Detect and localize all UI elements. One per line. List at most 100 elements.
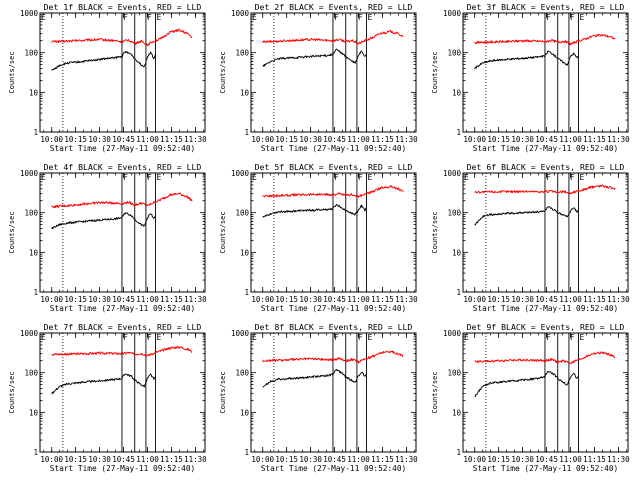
y-axis-label: Counts/sec <box>8 51 16 93</box>
plot-frame <box>462 332 629 453</box>
y-axis-label: Counts/sec <box>431 211 439 253</box>
y-tick-label: 1000 <box>20 169 39 178</box>
lld-series-line <box>474 33 616 46</box>
time-marker-label: E <box>368 333 373 342</box>
y-tick-label: 100 <box>447 49 461 58</box>
plot-frame <box>39 332 206 453</box>
y-axis-label: Counts/sec <box>8 211 16 253</box>
x-tick-label: 11:30 <box>395 295 418 304</box>
y-tick-label: 10 <box>452 248 462 257</box>
x-tick-label: 10:45 <box>112 295 135 304</box>
y-tick-label: 100 <box>235 209 249 218</box>
x-tick-label: 10:00 <box>251 135 274 144</box>
time-marker-label: F <box>147 333 152 342</box>
x-tick-label: 10:45 <box>535 135 558 144</box>
x-tick-label: 10:30 <box>511 455 534 464</box>
time-marker-label: E <box>464 13 469 22</box>
x-tick-label: 10:15 <box>275 135 298 144</box>
lld-series-line <box>262 185 404 199</box>
y-axis-label: Counts/sec <box>219 371 227 413</box>
x-tick-label: 10:00 <box>463 135 486 144</box>
panel-title: Det 1f BLACK = Events, RED = LLD <box>44 2 202 12</box>
x-axis-label: Start Time (27-May-11 09:52:40) <box>473 144 619 153</box>
time-marker-label: F <box>123 13 128 22</box>
y-tick-label: 10 <box>240 408 250 417</box>
x-tick-label: 11:15 <box>583 455 606 464</box>
time-marker-label: F <box>123 333 128 342</box>
x-tick-label: 10:00 <box>40 135 63 144</box>
x-tick-label: 11:30 <box>395 455 418 464</box>
time-marker-label: F <box>546 173 551 182</box>
x-axis-label: Start Time (27-May-11 09:52:40) <box>50 144 196 153</box>
detector-panel: Det 6f BLACK = Events, RED = LLD 1 10 100 10… <box>431 162 630 313</box>
x-tick-label: 10:45 <box>323 135 346 144</box>
events-series-line <box>474 206 579 226</box>
lld-series-line <box>474 351 616 364</box>
y-tick-label: 100 <box>447 369 461 378</box>
x-tick-label: 11:30 <box>395 135 418 144</box>
y-tick-label: 10 <box>452 88 462 97</box>
y-axis-label: Counts/sec <box>219 51 227 93</box>
time-marker-label: F <box>570 173 575 182</box>
time-marker-label: E <box>580 13 585 22</box>
plot-frame <box>250 12 417 133</box>
time-marker-label: F <box>147 173 152 182</box>
x-tick-label: 10:45 <box>535 455 558 464</box>
x-axis-label: Start Time (27-May-11 09:52:40) <box>261 304 407 313</box>
x-tick-label: 10:30 <box>511 295 534 304</box>
y-axis-label: Counts/sec <box>431 51 439 93</box>
x-tick-label: 10:15 <box>64 135 87 144</box>
time-marker-label: F <box>546 13 551 22</box>
lld-series-line <box>474 184 616 195</box>
x-tick-label: 10:15 <box>487 135 510 144</box>
events-series-line <box>262 203 367 218</box>
x-tick-label: 11:00 <box>559 135 582 144</box>
x-tick-label: 11:30 <box>607 295 630 304</box>
detector-panel: Det 7f BLACK = Events, RED = LLD 1 10 100 10… <box>8 322 207 473</box>
x-tick-label: 10:45 <box>112 135 135 144</box>
lld-series-line <box>51 28 193 47</box>
x-tick-label: 10:00 <box>251 455 274 464</box>
x-tick-label: 10:30 <box>88 455 111 464</box>
x-tick-label: 11:00 <box>136 295 159 304</box>
time-marker-label: F <box>358 13 363 22</box>
events-series-line <box>474 370 579 398</box>
x-tick-label: 10:45 <box>323 295 346 304</box>
detector-panel: Det 3f BLACK = Events, RED = LLD 1 10 100 10… <box>431 2 630 153</box>
time-marker-label: E <box>157 333 162 342</box>
x-tick-label: 10:30 <box>511 135 534 144</box>
y-tick-label: 1 <box>244 128 249 137</box>
y-tick-label: 100 <box>235 49 249 58</box>
events-series-line <box>51 373 156 395</box>
time-marker-label: E <box>580 333 585 342</box>
x-tick-label: 11:00 <box>559 295 582 304</box>
lld-series-line <box>262 29 404 45</box>
y-axis-label: Counts/sec <box>431 371 439 413</box>
y-tick-label: 1000 <box>20 9 39 18</box>
time-marker-label: F <box>570 333 575 342</box>
panel-title: Det 4f BLACK = Events, RED = LLD <box>44 162 202 172</box>
x-tick-label: 11:30 <box>184 455 207 464</box>
time-marker-label: F <box>147 13 152 22</box>
y-axis-label: Counts/sec <box>8 371 16 413</box>
x-tick-label: 10:15 <box>487 455 510 464</box>
x-axis-label: Start Time (27-May-11 09:52:40) <box>50 304 196 313</box>
time-marker-label: F <box>358 173 363 182</box>
time-marker-label: E <box>41 13 46 22</box>
time-marker-label: E <box>252 333 257 342</box>
x-tick-label: 11:15 <box>371 135 394 144</box>
time-marker-label: F <box>334 333 339 342</box>
y-tick-label: 10 <box>29 248 39 257</box>
panel-title: Det 9f BLACK = Events, RED = LLD <box>467 322 625 332</box>
plot-frame <box>39 12 206 133</box>
events-series-line <box>262 368 367 388</box>
panel-title: Det 5f BLACK = Events, RED = LLD <box>255 162 413 172</box>
x-tick-label: 11:30 <box>607 135 630 144</box>
y-tick-label: 1000 <box>231 9 250 18</box>
x-tick-label: 10:15 <box>275 455 298 464</box>
x-tick-label: 11:15 <box>371 455 394 464</box>
y-tick-label: 1000 <box>231 329 250 338</box>
x-tick-label: 11:30 <box>184 295 207 304</box>
x-tick-label: 10:15 <box>275 295 298 304</box>
